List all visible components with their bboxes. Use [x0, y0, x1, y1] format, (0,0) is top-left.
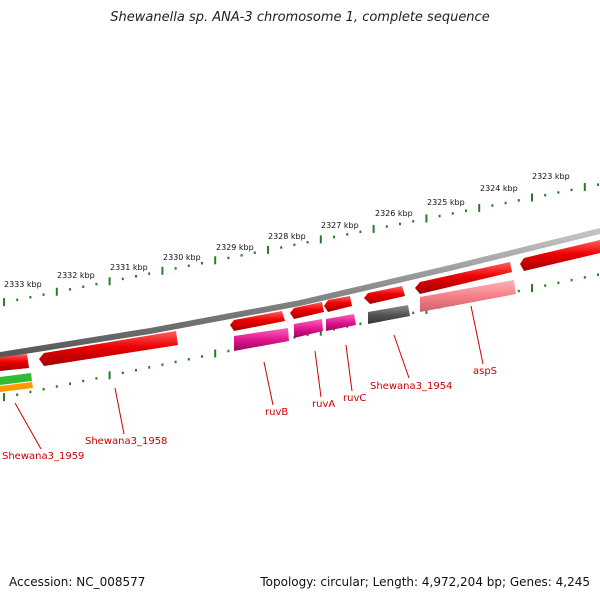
gene-Shewana3_1959-green[interactable]	[0, 373, 32, 385]
gene-Shewana3_1954[interactable]	[368, 305, 410, 324]
gene-label-Shewana3_1958: Shewana3_1958	[85, 436, 167, 447]
accession-text: Accession: NC_008577	[9, 575, 146, 589]
gene-aspS[interactable]	[420, 280, 516, 312]
chromosome-backbone	[0, 228, 600, 358]
tick-label: 2331 kbp	[110, 263, 148, 272]
outer-scale	[3, 183, 599, 307]
gene-label-Shewana3_1954: Shewana3_1954	[370, 381, 452, 392]
summary-text: Topology: circular; Length: 4,972,204 bp…	[260, 575, 590, 589]
tick-label: 2329 kbp	[216, 243, 254, 252]
callout-lines	[14, 305, 484, 450]
gene-label-ruvC: ruvC	[343, 393, 366, 404]
gene-forward-6[interactable]	[230, 311, 285, 331]
tick-label: 2323 kbp	[532, 172, 570, 181]
tick-label: 2325 kbp	[427, 198, 465, 207]
gene-forward-5[interactable]	[290, 302, 324, 319]
gene-forward-3[interactable]	[364, 286, 405, 304]
tick-labels: 2323 kbp 2324 kbp 2325 kbp 2326 kbp 2327 kbp…	[4, 172, 570, 289]
gene-label-Shewana3_1959: Shewana3_1959	[2, 451, 84, 462]
gene-forward-1[interactable]	[520, 240, 600, 271]
gene-ruvB[interactable]	[234, 328, 289, 351]
gene-ruvC[interactable]	[326, 314, 356, 331]
gene-label-aspS: aspS	[473, 366, 497, 377]
gene-label-ruvB: ruvB	[265, 407, 288, 418]
map-title: Shewanella sp. ANA-3 chromosome 1, compl…	[110, 10, 490, 25]
gene-Shewana3_1959-orange[interactable]	[0, 382, 33, 392]
tick-label: 2324 kbp	[480, 184, 518, 193]
gene-ruvA[interactable]	[294, 319, 323, 338]
tick-label: 2332 kbp	[57, 271, 95, 280]
gene-forward-7[interactable]	[39, 331, 178, 366]
tick-label: 2326 kbp	[375, 209, 413, 218]
gene-label-ruvA: ruvA	[312, 399, 335, 410]
gene-forward-8[interactable]	[0, 354, 29, 371]
tick-label: 2327 kbp	[321, 221, 359, 230]
gene-forward-2[interactable]	[415, 262, 512, 294]
tick-label: 2330 kbp	[163, 253, 201, 262]
gene-forward-4[interactable]	[324, 296, 352, 312]
tick-label: 2333 kbp	[4, 280, 42, 289]
tick-label: 2328 kbp	[268, 232, 306, 241]
